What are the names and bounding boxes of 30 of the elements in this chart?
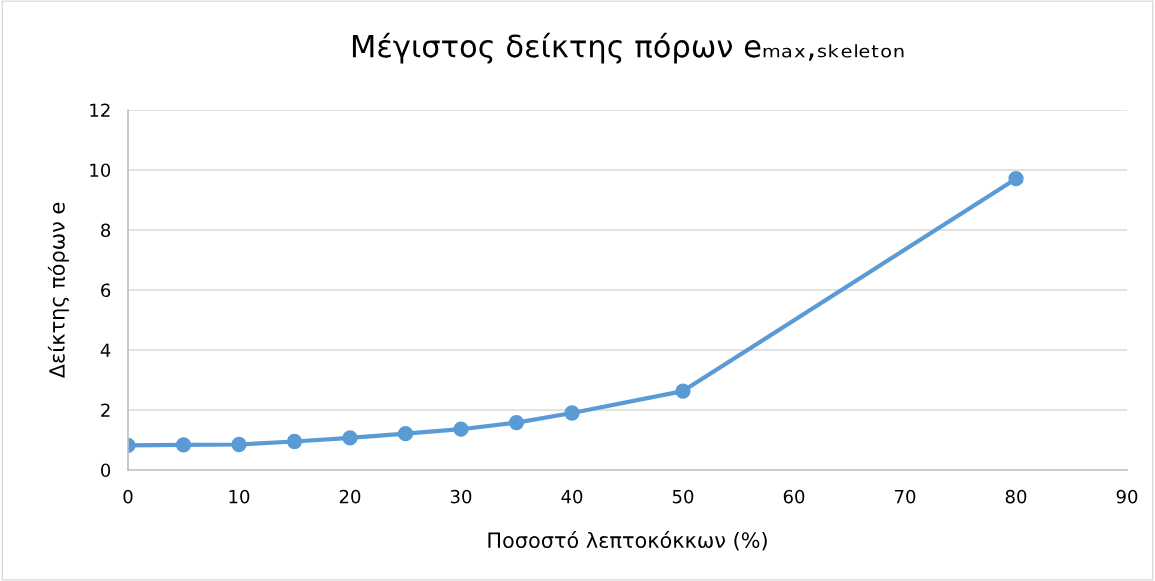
y-tick-label: 10 bbox=[90, 163, 111, 178]
x-tick-label: 80 bbox=[1005, 489, 1027, 504]
x-tick-label: 50 bbox=[672, 489, 694, 504]
point bbox=[175, 437, 192, 453]
x-tick-label: 40 bbox=[561, 489, 583, 504]
y-tick-label: 0 bbox=[101, 463, 111, 478]
y-axis-title: Δείκτης πόρων e bbox=[47, 202, 69, 379]
x-tick-label: 60 bbox=[783, 489, 805, 504]
x-tick-label: 10 bbox=[229, 489, 250, 504]
chart-title: Μέγιστος δείκτης πόρων eₘₐₓ,ₛₖₑₗₑₜₒₙ bbox=[352, 32, 904, 64]
x-tick-label: 20 bbox=[339, 489, 361, 504]
y-tick-label: 4 bbox=[100, 343, 111, 357]
point bbox=[231, 436, 247, 453]
x-tick-label: 0 bbox=[123, 489, 133, 504]
point bbox=[342, 430, 358, 446]
y-tick-label: 2 bbox=[101, 403, 110, 417]
point bbox=[286, 433, 303, 450]
point bbox=[508, 414, 525, 431]
y-tick-label: 8 bbox=[101, 223, 111, 238]
point bbox=[397, 426, 414, 442]
point bbox=[675, 383, 691, 399]
x-axis-title: Ποσοστό λεπτοκόκκων (%) bbox=[488, 531, 767, 551]
point bbox=[453, 421, 469, 437]
point bbox=[1008, 171, 1024, 187]
x-tick-label: 30 bbox=[450, 489, 472, 504]
y-tick-label: 6 bbox=[101, 283, 111, 298]
x-tick-label: 70 bbox=[894, 489, 916, 504]
y-tick-label: 12 bbox=[90, 103, 110, 117]
point bbox=[564, 405, 580, 421]
x-tick-label: 90 bbox=[1116, 489, 1138, 504]
